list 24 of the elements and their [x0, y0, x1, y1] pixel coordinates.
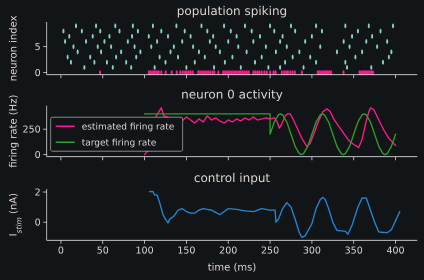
x-axis-title: time (ms) [208, 262, 256, 274]
chart-title: population spiking [176, 4, 288, 18]
x-tick-label: 200 [219, 245, 238, 256]
chart-title: neuron 0 activity [181, 88, 283, 102]
y-tick-label: 2 [34, 187, 41, 198]
legend-label: target firing rate [82, 138, 157, 148]
x-tick-label: 400 [386, 245, 405, 256]
x-tick-label: 50 [96, 245, 109, 256]
y-tick-label: 250 [22, 124, 41, 136]
line-series [148, 190, 400, 238]
y-tick-label: 0 [34, 150, 41, 161]
x-tick-label: 300 [302, 245, 321, 256]
y-tick-label: 0 [34, 218, 41, 229]
y-tick-label: 5 [34, 42, 41, 53]
y-axis-title: firing rate (Hz) [8, 94, 20, 168]
x-tick-label: 350 [344, 245, 363, 256]
chart-title: control input [194, 171, 270, 185]
x-tick-label: 250 [260, 245, 280, 256]
y-axis-title: neuron index [8, 15, 20, 82]
x-tick-label: 0 [58, 245, 64, 256]
legend-label: estimated firing rate [82, 122, 175, 132]
x-tick-label: 150 [177, 245, 196, 256]
y-tick-label: 0 [34, 68, 41, 79]
x-tick-label: 100 [136, 245, 154, 256]
